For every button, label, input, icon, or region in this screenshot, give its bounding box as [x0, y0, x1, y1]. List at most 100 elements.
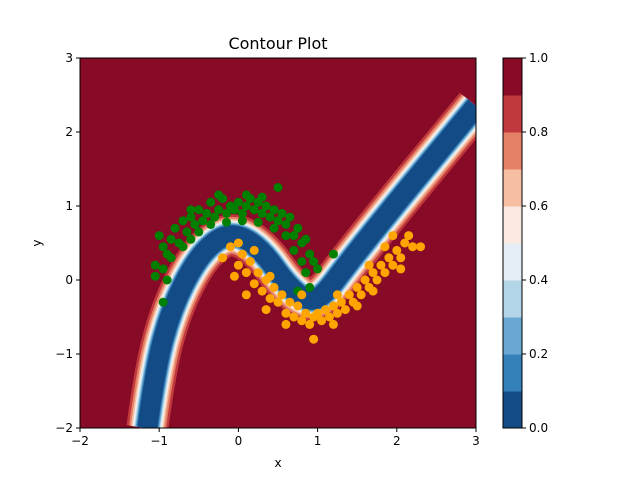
scatter-point [352, 282, 362, 292]
scatter-point [241, 290, 251, 300]
scatter-point [225, 242, 235, 252]
scatter-point [328, 301, 338, 311]
scatter-point [317, 316, 327, 326]
scatter-point [388, 260, 398, 270]
scatter-point [285, 212, 295, 222]
scatter-point [158, 242, 168, 252]
scatter-point [404, 231, 414, 241]
scatter-point [233, 260, 243, 270]
scatter-point [249, 245, 259, 255]
plot-frame [79, 57, 477, 429]
scatter-point [289, 245, 299, 255]
scatter-point [396, 264, 406, 274]
scatter-point [253, 268, 263, 278]
scatter-point [261, 201, 271, 211]
scatter-point [285, 297, 295, 307]
colorbar-segment [503, 280, 522, 318]
y-tick-label: 1 [65, 199, 73, 213]
scatter-point [305, 282, 315, 292]
scatter-point [309, 257, 319, 266]
scatter-point [182, 227, 192, 237]
colorbar-tick-label: 0.2 [529, 347, 548, 361]
scatter-point [400, 238, 410, 248]
scatter-point [194, 227, 204, 237]
y-axis-ticks: −2 −1 0 1 2 3 [55, 51, 80, 435]
x-axis-label: x [274, 456, 281, 470]
colorbar-segment [503, 354, 522, 392]
scatter-point [289, 312, 299, 322]
scatter-point [384, 253, 394, 263]
scatter-point [150, 260, 160, 270]
scatter-point [241, 268, 251, 278]
contour-level-band [137, 99, 476, 428]
colorbar-tick-label: 0.0 [529, 421, 548, 435]
colorbar-tick-label: 0.4 [529, 273, 548, 287]
colorbar [503, 58, 522, 429]
y-tick-label: −1 [55, 347, 73, 361]
scatter-point [166, 253, 176, 263]
scatter-point [301, 234, 311, 244]
scatter-point [380, 242, 390, 252]
scatter-point [178, 216, 188, 226]
colorbar-tick-label: 0.8 [529, 125, 548, 139]
scatter-point [340, 305, 350, 315]
scatter-point [265, 271, 275, 281]
x-tick-label: −1 [150, 434, 168, 448]
colorbar-segment [503, 243, 522, 281]
scatter-point [297, 316, 307, 326]
scatter-point [313, 264, 323, 274]
chart-title: Contour Plot [228, 34, 327, 53]
scatter-point [186, 212, 196, 222]
x-tick-label: −2 [71, 434, 89, 448]
y-tick-label: 0 [65, 273, 73, 287]
colorbar-segment [503, 391, 522, 429]
scatter-point [170, 223, 180, 233]
x-tick-label: 2 [393, 434, 401, 448]
scatter-point [257, 192, 267, 202]
scatter-point [281, 220, 291, 229]
scatter-point [305, 319, 315, 329]
scatter-point [237, 249, 247, 259]
scatter-point [206, 197, 216, 207]
scatter-point [273, 183, 283, 192]
scatter-point [269, 282, 279, 292]
scatter-point [257, 286, 267, 296]
y-tick-label: −2 [55, 421, 73, 435]
scatter-point [162, 275, 172, 285]
scatter-point [368, 268, 378, 278]
scatter-point [368, 286, 378, 296]
colorbar-ticks: 0.0 0.2 0.4 0.6 0.8 1.0 [522, 51, 548, 435]
scatter-point [289, 231, 299, 241]
colorbar-tick-label: 0.6 [529, 199, 548, 213]
scatter-point [324, 312, 334, 322]
scatter-point [376, 260, 386, 270]
scatter-point [360, 275, 370, 285]
scatter-point [396, 253, 406, 263]
scatter-point [269, 205, 279, 215]
scatter-point [356, 290, 366, 300]
scatter-point [245, 257, 255, 266]
scatter-point [328, 319, 338, 329]
scatter-point [297, 290, 307, 300]
scatter-point [186, 234, 196, 244]
scatter-point [237, 216, 247, 226]
colorbar-segment [503, 132, 522, 170]
colorbar-tick-label: 1.0 [529, 51, 548, 65]
scatter-point [301, 268, 311, 278]
scatter-point [273, 297, 283, 307]
scatter-point [206, 220, 216, 229]
scatter-point [229, 271, 239, 281]
x-axis-ticks: −2 −1 0 1 2 3 [71, 428, 480, 448]
scatter-point [222, 217, 232, 227]
scatter-point [305, 249, 315, 259]
scatter-point [214, 190, 224, 200]
scatter-point [178, 242, 188, 252]
scatter-point [332, 290, 342, 300]
scatter-point [293, 223, 303, 233]
colorbar-segment [503, 58, 522, 96]
scatter-point [265, 294, 275, 303]
scatter-point [249, 279, 259, 289]
scatter-point [214, 205, 224, 215]
y-tick-label: 3 [65, 51, 73, 65]
